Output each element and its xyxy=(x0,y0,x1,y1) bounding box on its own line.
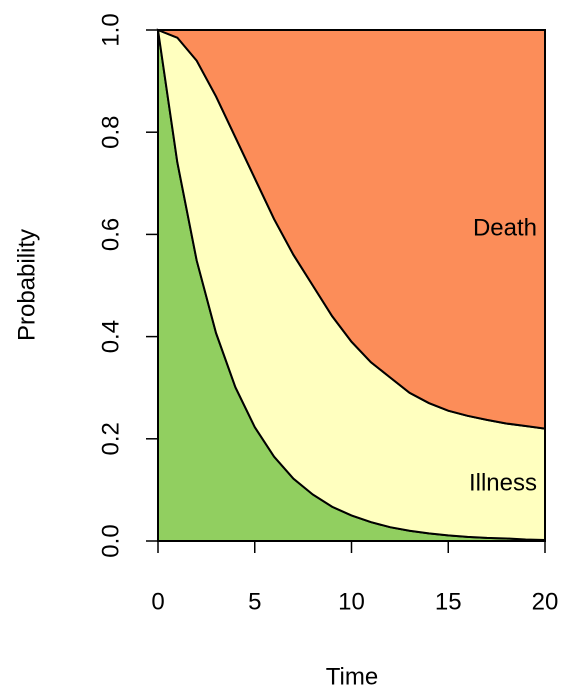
x-tick-label: 0 xyxy=(151,588,164,615)
y-tick-label: 0.6 xyxy=(97,218,124,251)
y-tick-label: 0.8 xyxy=(97,116,124,149)
series-label: Death xyxy=(473,215,537,242)
y-tick-label: 0.4 xyxy=(97,320,124,353)
y-tick-label: 0.0 xyxy=(97,524,124,557)
y-axis-label: Probability xyxy=(13,229,40,341)
x-tick-label: 5 xyxy=(248,588,261,615)
y-tick-label: 0.2 xyxy=(97,422,124,455)
x-tick-label: 15 xyxy=(435,588,462,615)
x-axis-label: Time xyxy=(326,663,378,690)
x-tick-label: 10 xyxy=(338,588,365,615)
x-tick-label: 20 xyxy=(532,588,559,615)
series-label: Illness xyxy=(469,470,537,497)
y-tick-label: 1.0 xyxy=(97,13,124,46)
